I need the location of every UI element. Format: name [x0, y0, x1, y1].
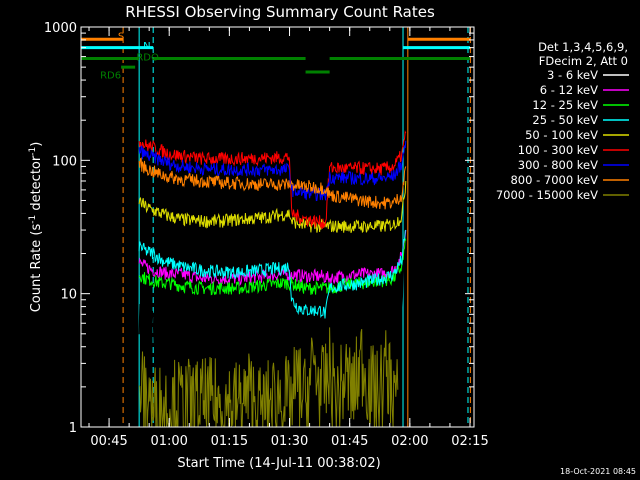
- legend-header-1: FDecim 2, Att 0: [539, 54, 628, 68]
- x-tick-label-02-00: 02:00: [391, 434, 428, 449]
- legend: Det 1,3,4,5,6,9,FDecim 2, Att 03 - 6 keV…: [496, 40, 629, 202]
- x-tick-label-00-45: 00:45: [90, 434, 127, 449]
- series-lines: [138, 130, 407, 428]
- flag-label-s: S: [118, 32, 124, 43]
- y-tick-label-1: 1: [69, 421, 77, 436]
- x-tick-label-01-00: 01:00: [150, 434, 187, 449]
- flag-label-rd6: RD6: [100, 71, 121, 82]
- legend-header-0: Det 1,3,4,5,6,9,: [538, 40, 628, 54]
- x-tick-label-01-45: 01:45: [331, 434, 368, 449]
- y-axis-label-sup2: -1: [28, 147, 38, 156]
- x-axis-label: Start Time (14-Jul-11 00:38:02): [177, 456, 380, 471]
- y-axis-label-main: Count Rate (s: [29, 224, 44, 313]
- x-tick-label-02-15: 02:15: [451, 434, 488, 449]
- y-axis-label-mid: detector: [29, 155, 44, 215]
- legend-label-50-100-kev: 50 - 100 keV: [525, 128, 598, 142]
- y-axis-label-end: ): [29, 142, 44, 147]
- x-tick-label-01-15: 01:15: [211, 434, 248, 449]
- series-line-25-50-kev: [138, 229, 407, 319]
- y-tick-label-10: 10: [60, 288, 77, 303]
- y-axis-label: Count Rate (s-1 detector-1): [28, 142, 44, 313]
- y-tick-label-1000: 1000: [44, 21, 77, 36]
- legend-label-25-50-kev: 25 - 50 keV: [532, 113, 598, 127]
- legend-label-100-300-kev: 100 - 300 keV: [518, 143, 598, 157]
- legend-label-800-7000-kev: 800 - 7000 keV: [510, 173, 598, 187]
- x-tick-label-01-30: 01:30: [271, 434, 308, 449]
- chart-title: RHESSI Observing Summary Count Rates: [125, 3, 435, 21]
- flag-label-rdo: RDO: [136, 53, 159, 64]
- flag-label-n: N: [143, 41, 150, 52]
- legend-label-7000-15000-kev: 7000 - 15000 keV: [496, 188, 598, 202]
- y-tick-label-100: 100: [52, 154, 77, 169]
- series-line-12-25-kev: [138, 238, 407, 296]
- y-axis-ticks: 1 10 100 1000: [44, 21, 474, 436]
- series-line-300-800-kev: [138, 140, 407, 202]
- series-line-100-300-kev: [138, 130, 407, 230]
- series-line-800-7000-kev: [138, 157, 407, 210]
- vertical-markers: [122, 27, 471, 427]
- legend-label-3-6-kev: 3 - 6 keV: [547, 68, 598, 82]
- date-stamp: 18-Oct-2021 08:45: [560, 467, 636, 476]
- x-axis-ticks: 00:45 01:00 01:15 01:30 01:45 02:00 02:15: [88, 27, 489, 449]
- legend-label-300-800-kev: 300 - 800 keV: [518, 158, 598, 172]
- legend-label-6-12-kev: 6 - 12 keV: [540, 83, 598, 97]
- series-line-7000-15000-kev: [138, 327, 399, 428]
- plot-frame: [80, 26, 475, 428]
- series-line-50-100-kev: [138, 180, 407, 234]
- y-axis-label-sup1: -1: [28, 215, 38, 224]
- legend-label-12-25-kev: 12 - 25 keV: [532, 98, 598, 112]
